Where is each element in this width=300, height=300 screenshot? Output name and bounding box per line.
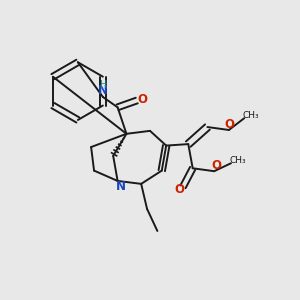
Text: O: O (212, 159, 221, 172)
Text: H: H (100, 80, 107, 90)
Text: O: O (224, 118, 234, 131)
Text: O: O (138, 93, 148, 106)
Text: N: N (116, 180, 126, 193)
Text: CH₃: CH₃ (242, 111, 259, 120)
Text: N: N (98, 84, 108, 97)
Text: O: O (174, 183, 184, 196)
Text: CH₃: CH₃ (230, 156, 246, 165)
